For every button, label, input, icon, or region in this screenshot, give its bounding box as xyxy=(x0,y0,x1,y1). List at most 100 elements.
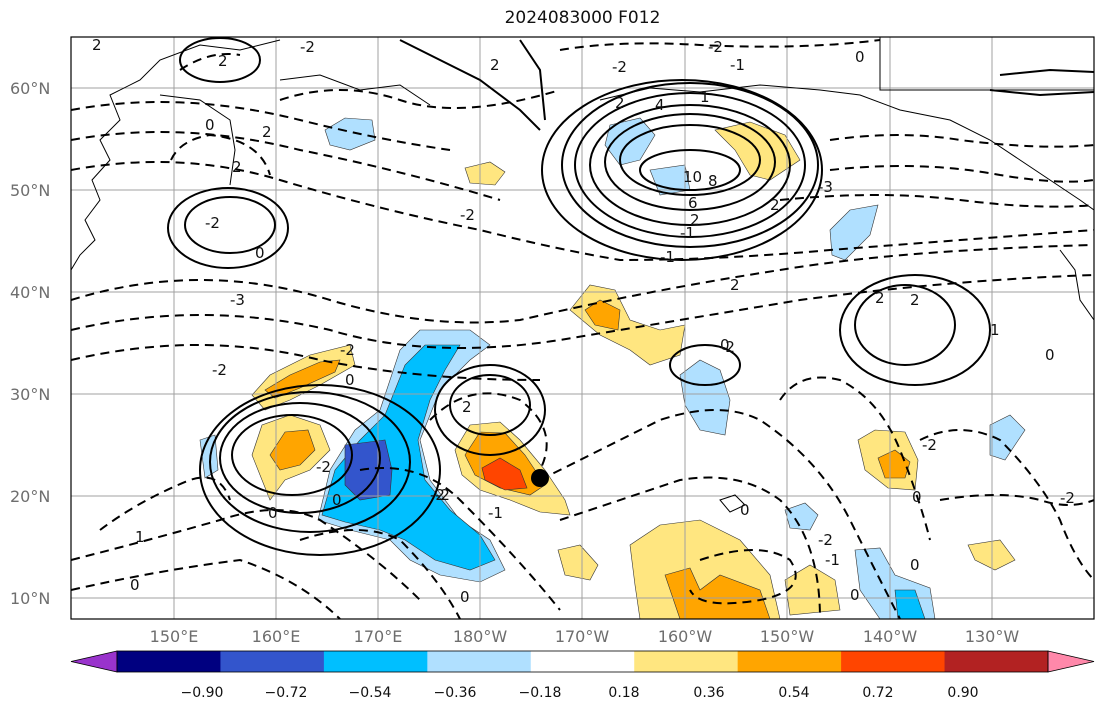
contour-label: -2 xyxy=(708,38,723,56)
contour-label: -2 xyxy=(818,531,833,549)
contour-label: 0 xyxy=(268,504,278,522)
shade-cold-area-5 xyxy=(679,359,731,436)
contour-label: 2 xyxy=(910,291,920,309)
lon-label: 150°E xyxy=(150,627,199,646)
dashed-contours xyxy=(71,39,1094,619)
colorbar-tick-label: −0.72 xyxy=(265,685,308,701)
lon-label: 170°W xyxy=(555,627,610,646)
colorbar-segment xyxy=(841,651,946,672)
colorbar-tick-label: 0.18 xyxy=(608,685,639,701)
shade-warm-area-10 xyxy=(784,564,841,616)
lat-label: 50°N xyxy=(10,181,50,200)
contour-label: 2 xyxy=(615,94,625,112)
shade-cold-core-west xyxy=(321,344,496,571)
lat-label: 60°N xyxy=(10,79,50,98)
contour-label: 0 xyxy=(740,501,750,519)
contour-label: 4 xyxy=(655,96,665,114)
colorbar-segment xyxy=(220,651,325,672)
contour-label: 0 xyxy=(850,586,860,604)
contour-label: -1 xyxy=(730,56,745,74)
contour-label: -2 xyxy=(316,458,331,476)
contour-label: 0 xyxy=(345,371,355,389)
colorbar-tick-label: −0.36 xyxy=(434,685,477,701)
storm-location-marker xyxy=(531,469,549,487)
contour-label: -2 xyxy=(435,486,450,504)
contour-label: 2 xyxy=(218,52,228,70)
lat-label: 40°N xyxy=(10,283,50,302)
contour-label: 0 xyxy=(460,588,470,606)
colorbar-extend-min xyxy=(70,650,118,673)
contour-label: 1 xyxy=(135,528,145,546)
solid-contours xyxy=(167,37,1094,556)
contour-label: 0 xyxy=(205,116,215,134)
contour-label: -2 xyxy=(300,38,315,56)
lon-label: 160°E xyxy=(252,627,301,646)
shade-warm-core-1 xyxy=(269,429,316,471)
contour-label: 0 xyxy=(130,576,140,594)
colorbar-segment xyxy=(530,651,635,672)
contour-label: 1 xyxy=(700,88,710,106)
colorbar-tick-label: −0.90 xyxy=(181,685,224,701)
contour-label: 0 xyxy=(910,556,920,574)
colorbar-tick-labels: −0.90 −0.72 −0.54 −0.36 −0.18 0.18 0.36 … xyxy=(181,685,979,701)
colorbar-tick-label: −0.18 xyxy=(519,685,562,701)
shade-cold-area-8 xyxy=(784,502,819,531)
contour-label: -3 xyxy=(230,291,245,309)
colorbar-tick-label: 0.90 xyxy=(947,685,978,701)
contour-label: 2 xyxy=(92,36,102,54)
colorbar-tick-label: −0.54 xyxy=(349,685,392,701)
lon-label: 160°W xyxy=(658,627,713,646)
colorbar-segment xyxy=(323,651,428,672)
shade-warm-core-5 xyxy=(664,567,771,619)
contour-label: 8 xyxy=(708,172,718,190)
colorbar-extend-max xyxy=(1047,650,1095,673)
contour-label: 0 xyxy=(255,244,265,262)
contour-label: 2 xyxy=(232,158,242,176)
contour-label: 1 xyxy=(990,321,1000,339)
contour-label: 2 xyxy=(875,289,885,307)
contour-label: 0 xyxy=(720,336,730,354)
shade-cold-area-4 xyxy=(829,204,879,261)
shade-warm-core-4 xyxy=(584,299,621,331)
contour-label: 2 xyxy=(730,276,740,294)
contour-label: 2 xyxy=(262,123,272,141)
contour-label: -2 xyxy=(205,214,220,232)
contour-label: 2 xyxy=(690,211,700,229)
lon-label: 180°W xyxy=(453,627,508,646)
colorbar-segment xyxy=(634,651,739,672)
lat-label: 20°N xyxy=(10,487,50,506)
map-frame xyxy=(70,36,1095,620)
lat-label: 10°N xyxy=(10,589,50,608)
colorbar-outline xyxy=(116,650,1049,673)
contour-label: -2 xyxy=(612,58,627,76)
coastlines xyxy=(71,37,1094,513)
contour-label: 2 xyxy=(770,196,780,214)
contour-label: 2 xyxy=(462,398,472,416)
contour-label: -1 xyxy=(680,224,695,242)
contour-label: -1 xyxy=(825,551,840,569)
latitude-labels: 60°N 50°N 40°N 30°N 20°N 10°N xyxy=(10,79,50,608)
contour-label: 6 xyxy=(688,194,698,212)
colorbar-segment xyxy=(117,651,221,672)
contour-label: -2 xyxy=(720,338,735,356)
map-content: 2 2 -2 2 -1 -2 0 -2 2 4 1 10 8 6 2 -3 2 … xyxy=(71,36,1094,619)
contour-label: -2 xyxy=(922,436,937,454)
shading-layer xyxy=(199,117,1026,619)
contour-label: -2 xyxy=(212,361,227,379)
longitude-labels: 150°E 160°E 170°E 180°W 170°W 160°W 150°… xyxy=(150,627,1020,646)
shade-warm-area-9 xyxy=(557,544,599,581)
colorbar xyxy=(70,650,1095,673)
lon-label: 170°E xyxy=(354,627,403,646)
shade-cold-core-6 xyxy=(894,589,926,619)
contour-label: -2 xyxy=(340,341,355,359)
colorbar-tick-label: 0.36 xyxy=(693,685,724,701)
shade-cold-area-3 xyxy=(324,117,376,151)
contour-label: 0 xyxy=(1045,346,1055,364)
contour-label: 0 xyxy=(912,488,922,506)
contour-labels: 2 2 -2 2 -1 -2 0 -2 2 4 1 10 8 6 2 -3 2 … xyxy=(92,36,1075,606)
shade-warm-area-8 xyxy=(464,161,506,186)
shade-cold-area-7 xyxy=(989,414,1026,461)
lon-label: 150°W xyxy=(760,627,815,646)
contour-label: -2 xyxy=(430,486,445,504)
